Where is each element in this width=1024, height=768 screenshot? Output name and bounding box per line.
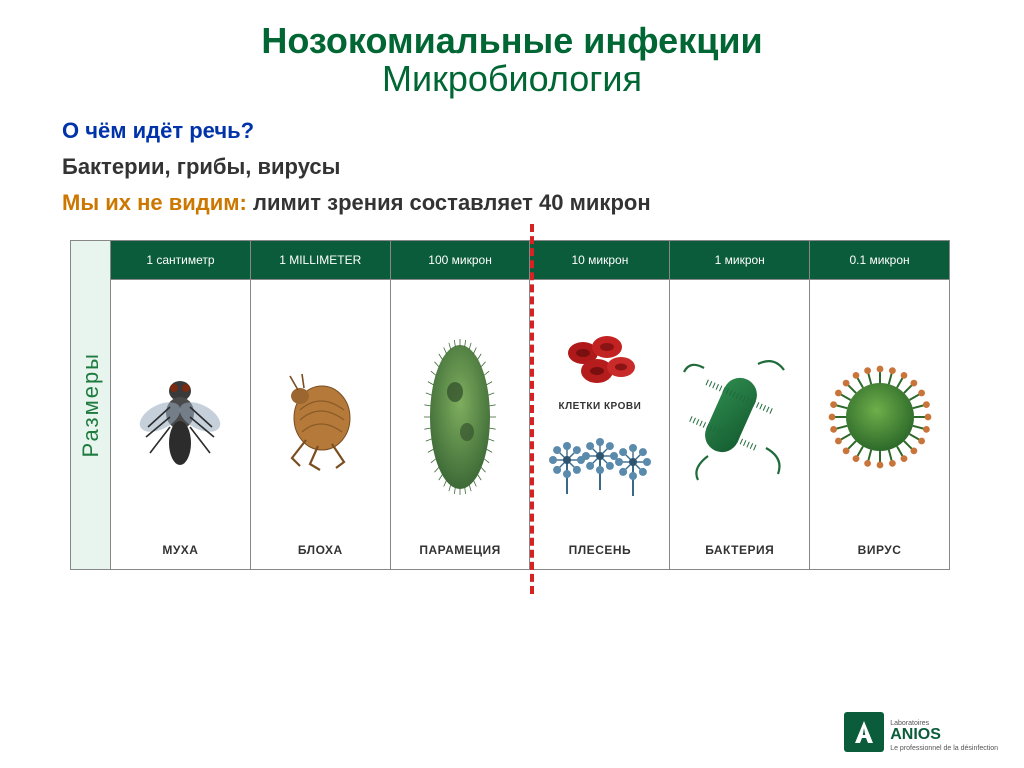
logo-mark-icon xyxy=(844,712,884,752)
column-body: БЛОХА xyxy=(251,280,390,569)
column-caption: ВИРУС xyxy=(858,543,902,557)
column-body: БАКТЕРИЯ xyxy=(670,280,809,569)
size-column: 100 микрон ПАРАМЕЦИЯ xyxy=(391,241,531,569)
brand-logo: Laboratoires ANIOS Le professionnel de l… xyxy=(844,712,998,752)
size-column: 1 сантиметр МУХА xyxy=(111,241,251,569)
size-axis: Размеры xyxy=(71,241,111,569)
intro-limit-rest: лимит зрения составляет 40 микрон xyxy=(247,190,651,215)
column-scale-header: 10 микрон xyxy=(530,241,669,280)
size-column: 0.1 микрон ВИРУС xyxy=(810,241,949,569)
size-column: 10 микрон КЛЕТКИ КРОВИ xyxy=(530,241,670,569)
column-caption: ПАРАМЕЦИЯ xyxy=(419,543,500,557)
column-scale-header: 1 сантиметр xyxy=(111,241,250,280)
slide-title: Нозокомиальные инфекции Микробиология xyxy=(40,20,984,100)
intro-organisms: Бактерии, грибы, вирусы xyxy=(62,154,984,180)
bacterium-icon xyxy=(674,290,805,543)
intro-block: О чём идёт речь? Бактерии, грибы, вирусы… xyxy=(62,118,984,216)
column-caption: БАКТЕРИЯ xyxy=(705,543,774,557)
size-column: 1 MILLIMETER БЛОХА xyxy=(251,241,391,569)
title-sub: Микробиология xyxy=(40,58,984,100)
logo-brand: ANIOS xyxy=(890,727,998,743)
size-axis-label: Размеры xyxy=(78,352,104,457)
column-body: ПАРАМЕЦИЯ xyxy=(391,280,530,569)
logo-text-block: Laboratoires ANIOS Le professionnel de l… xyxy=(890,720,998,752)
column-scale-header: 0.1 микрон xyxy=(810,241,949,280)
column-scale-header: 100 микрон xyxy=(391,241,530,280)
column-body: МУХА xyxy=(111,280,250,569)
intro-limit-lead: Мы их не видим: xyxy=(62,190,247,215)
size-chart: Размеры 1 сантиметр МУХА1 MILLIMETER БЛО… xyxy=(70,240,954,570)
column-body: ВИРУС xyxy=(810,280,949,569)
intro-question: О чём идёт речь? xyxy=(62,118,984,144)
intro-limit: Мы их не видим: лимит зрения составляет … xyxy=(62,190,984,216)
column-body: КЛЕТКИ КРОВИ ПЛ xyxy=(530,280,669,569)
fly-icon xyxy=(115,290,246,543)
virus-icon xyxy=(814,290,945,543)
size-chart-table: Размеры 1 сантиметр МУХА1 MILLIMETER БЛО… xyxy=(70,240,950,570)
logo-tagline: Le professionnel de la désinfection xyxy=(890,745,998,752)
cell-caption-blood: КЛЕТКИ КРОВИ xyxy=(558,401,641,412)
column-scale-header: 1 MILLIMETER xyxy=(251,241,390,280)
size-column: 1 микрон БАКТЕРИЯ xyxy=(670,241,810,569)
column-caption: БЛОХА xyxy=(298,543,343,557)
paramecium-icon xyxy=(395,290,526,543)
column-scale-header: 1 микрон xyxy=(670,241,809,280)
flea-icon xyxy=(255,290,386,543)
column-caption: МУХА xyxy=(162,543,198,557)
vision-limit-divider xyxy=(530,224,534,594)
title-main: Нозокомиальные инфекции xyxy=(40,20,984,62)
blood_mold-icon: КЛЕТКИ КРОВИ xyxy=(534,290,665,543)
column-caption: ПЛЕСЕНЬ xyxy=(569,543,632,557)
